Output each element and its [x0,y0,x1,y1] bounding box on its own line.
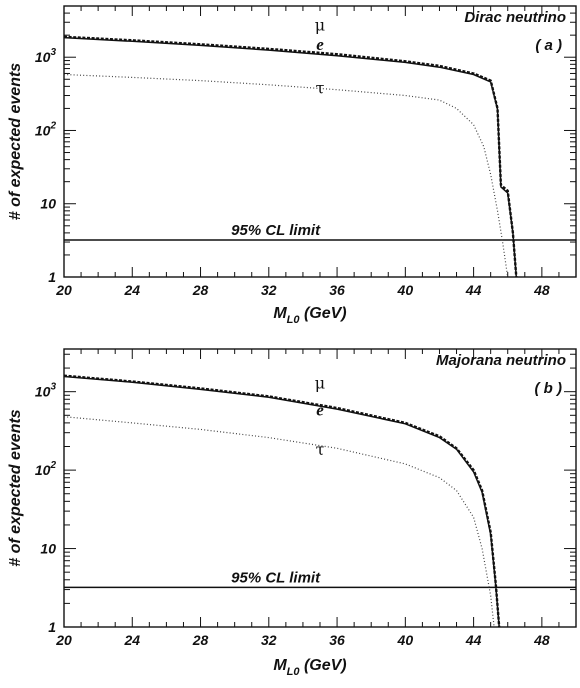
x-tick-label: 36 [329,282,345,298]
x-axis-label-main: M [273,305,287,322]
y-tick-exponent: 2 [49,120,56,131]
series-tau-curve [63,416,495,628]
series-tau-curve [63,73,509,278]
y-tick-base: 10 [35,462,51,478]
panel-title: Dirac neutrino [464,9,566,26]
x-axis-label-main: M [273,657,287,674]
x-tick-label: 44 [465,632,482,648]
y-tick-exponent: 3 [50,382,56,393]
x-tick-label: 32 [261,282,277,298]
y-tick-base: 10 [40,196,56,212]
y-tick-label: 1 [48,619,56,635]
x-tick-label: 28 [192,632,209,648]
panel-label: ( a ) [535,37,562,54]
y-tick-base: 1 [48,619,56,635]
x-tick-label: 20 [55,632,72,648]
y-tick-label: 102 [35,460,57,478]
limit-label: 95% CL limit [231,222,321,239]
series-e-curve [63,375,500,628]
x-tick-label: 24 [123,632,140,648]
y-tick-label: 102 [35,120,57,138]
curve-label: μ [315,16,325,35]
y-tick-base: 10 [35,122,51,138]
curve-label: τ [316,78,325,97]
curve-label: τ [316,440,325,459]
x-tick-label: 32 [261,632,277,648]
y-axis-label: # of expected events [7,409,24,567]
panel-title: Majorana neutrino [436,352,566,369]
y-tick-label: 10 [40,541,56,557]
x-axis-label: ML0 (GeV) [273,657,346,678]
y-tick-exponent: 2 [49,460,56,471]
curve-label: e [316,400,324,419]
x-tick-label: 48 [533,282,550,298]
x-axis-label-subscript: L0 [287,314,301,326]
y-tick-base: 10 [35,49,51,65]
panel-label: ( b ) [535,380,563,397]
y-tick-base: 10 [35,384,51,400]
y-tick-base: 10 [40,541,56,557]
x-tick-label: 40 [397,632,414,648]
x-tick-label: 28 [192,282,209,298]
limit-label: 95% CL limit [231,569,321,586]
curve-label: e [316,35,324,54]
x-axis-label: ML0 (GeV) [273,305,346,326]
x-axis-label-unit: (GeV) [300,657,347,674]
series-mu-curve [63,374,501,628]
y-axis-label: # of expected events [7,63,24,221]
x-tick-label: 36 [329,632,345,648]
x-tick-label: 24 [123,282,140,298]
x-tick-label: 44 [465,282,482,298]
x-tick-label: 40 [397,282,414,298]
curve-label: μ [315,373,325,392]
y-tick-exponent: 3 [50,47,56,58]
x-tick-label: 20 [55,282,72,298]
x-axis-label-subscript: L0 [287,666,301,678]
y-tick-label: 10 [40,196,56,212]
y-tick-label: 103 [35,47,57,65]
series-mu-curve [63,35,518,278]
y-tick-base: 1 [48,269,56,285]
y-tick-label: 1 [48,269,56,285]
x-tick-label: 48 [533,632,550,648]
series-e-curve [63,36,518,278]
x-axis-label-unit: (GeV) [300,305,347,322]
y-tick-label: 103 [35,382,57,400]
